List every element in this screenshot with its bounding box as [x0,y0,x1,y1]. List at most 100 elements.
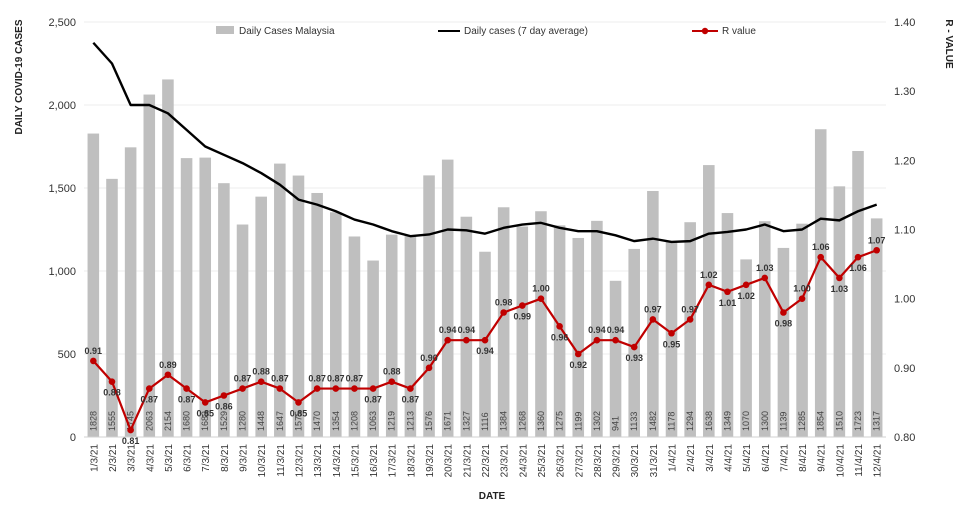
bar [684,222,696,437]
r-value-label: 0.94 [588,325,606,335]
r-marker [668,329,675,337]
r-value-label: 0.87 [271,374,289,384]
x-tick-label: 19/3/21 [425,444,436,478]
r-value-label: 0.89 [159,360,177,370]
x-tick-label: 4/4/21 [723,444,734,472]
r-value-label: 0.87 [364,395,382,405]
bar [535,211,547,437]
bar-label: 1828 [88,411,98,431]
bar-label: 1354 [331,411,341,431]
y-axis-right-ticks: 0.80 0.90 1.00 1.10 1.20 1.30 1.40 [894,17,915,444]
bar-label: 1063 [368,411,378,431]
bar-label: 1448 [256,411,266,431]
r-marker [798,295,806,302]
y-tick-label: 2,000 [48,100,76,112]
bar [236,224,249,437]
r-marker [369,385,377,392]
bar [199,157,212,437]
r-marker [90,357,97,365]
bar [348,236,361,437]
legend: Daily Cases Malaysia Daily cases (7 day … [216,26,756,37]
bar-label: 1213 [405,411,415,431]
bar [740,259,752,437]
x-tick-label: 3/3/21 [127,444,138,472]
x-tick-label: 10/3/21 [257,444,268,478]
bar [274,163,286,437]
r-marker [164,371,172,379]
x-tick-label: 2/4/21 [686,444,697,472]
r-value-label: 0.97 [644,304,662,314]
bar [628,248,640,437]
x-tick-label: 21/3/21 [462,444,473,478]
bar-label: 1671 [443,411,453,431]
bar-label: 1285 [797,411,807,431]
bar [162,79,174,437]
r-marker [388,378,396,385]
r-marker [574,350,582,358]
y2-axis-title: R - VALUE [943,19,954,69]
bar [814,129,827,437]
r-value-label: 0.94 [439,325,457,335]
bar-label: 1470 [312,411,322,431]
bar-label: 1745 [126,411,136,431]
bar-label: 1360 [536,411,546,431]
bars-daily-cases [87,79,883,438]
r-value-label: 0.87 [402,395,420,405]
line-7-day-average [92,41,878,244]
bar-label: 1219 [387,411,397,431]
bar-label: 1300 [760,411,770,431]
bar [218,183,230,437]
r-value-label: 0.90 [420,353,438,363]
bar-value-labels: 1828 1555 1745 2063 2154 1680 1683 1529 1280 1448… [88,411,881,431]
bar-label: 1199 [573,412,583,431]
x-tick-label: 20/3/21 [444,444,455,478]
r-value-label: 0.94 [607,325,625,335]
r-value-label: 0.87 [308,374,326,384]
bar [367,260,379,437]
r-value-label: 0.85 [290,408,308,418]
x-tick-label: 3/4/21 [705,444,716,472]
x-tick-label: 1/3/21 [89,444,100,472]
r-marker [556,323,563,330]
r-value-label: 1.03 [756,263,774,273]
r-marker [201,399,209,406]
bar-label: 1208 [349,411,359,431]
r-value-label: 0.87 [178,395,196,405]
x-tick-label: 8/3/21 [220,444,231,472]
bar [497,207,510,437]
r-value-label: 0.88 [252,367,270,377]
x-tick-label: 26/3/21 [556,444,567,478]
r-marker [686,316,694,323]
r-marker [145,385,153,392]
x-tick-label: 9/3/21 [239,444,250,472]
r-value-label: 0.99 [514,312,532,322]
x-tick-label: 17/3/21 [388,444,399,478]
bar-label: 1275 [555,411,565,431]
x-tick-label: 4/3/21 [145,444,156,472]
bar [870,218,883,437]
r-marker [444,336,451,344]
r-marker [519,302,526,309]
bar [460,216,473,437]
r-marker [612,336,619,344]
x-tick-label: 2/3/21 [108,444,119,472]
r-value-label: 0.98 [775,319,793,329]
r-marker [108,378,116,385]
bar [852,150,864,437]
bar [87,133,100,437]
x-tick-label: 7/3/21 [201,444,212,472]
r-marker [295,399,302,406]
bar-label: 941 [611,416,621,431]
r-value-label: 0.87 [234,374,252,384]
bar [255,196,267,437]
bar [553,225,566,437]
r-marker [463,336,470,344]
r-value-label: 0.95 [663,339,681,349]
bar [311,192,323,437]
r-value-labels: 0.910.880.810.870.890.870.850.860.870.88… [85,235,886,446]
line-r-value [90,246,880,434]
x-tick-label: 10/4/21 [835,444,846,478]
r-marker [276,385,284,392]
r-value-label: 0.97 [681,304,699,314]
